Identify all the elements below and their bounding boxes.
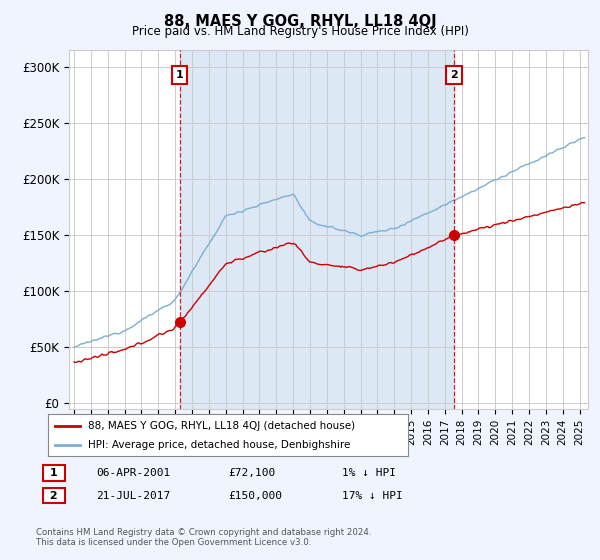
Text: HPI: Average price, detached house, Denbighshire: HPI: Average price, detached house, Denb… [88,440,350,450]
Text: 1: 1 [176,70,184,80]
Text: £150,000: £150,000 [228,491,282,501]
Text: 1: 1 [46,468,62,478]
Text: Price paid vs. HM Land Registry's House Price Index (HPI): Price paid vs. HM Land Registry's House … [131,25,469,38]
Text: 21-JUL-2017: 21-JUL-2017 [96,491,170,501]
Text: 17% ↓ HPI: 17% ↓ HPI [342,491,403,501]
Text: 88, MAES Y GOG, RHYL, LL18 4QJ: 88, MAES Y GOG, RHYL, LL18 4QJ [164,14,436,29]
Text: 2: 2 [450,70,458,80]
Text: Contains HM Land Registry data © Crown copyright and database right 2024.
This d: Contains HM Land Registry data © Crown c… [36,528,371,547]
Text: 1% ↓ HPI: 1% ↓ HPI [342,468,396,478]
Text: £72,100: £72,100 [228,468,275,478]
Text: 2: 2 [46,491,62,501]
Text: 06-APR-2001: 06-APR-2001 [96,468,170,478]
Text: 88, MAES Y GOG, RHYL, LL18 4QJ (detached house): 88, MAES Y GOG, RHYL, LL18 4QJ (detached… [88,421,355,431]
Bar [180,50,454,409]
